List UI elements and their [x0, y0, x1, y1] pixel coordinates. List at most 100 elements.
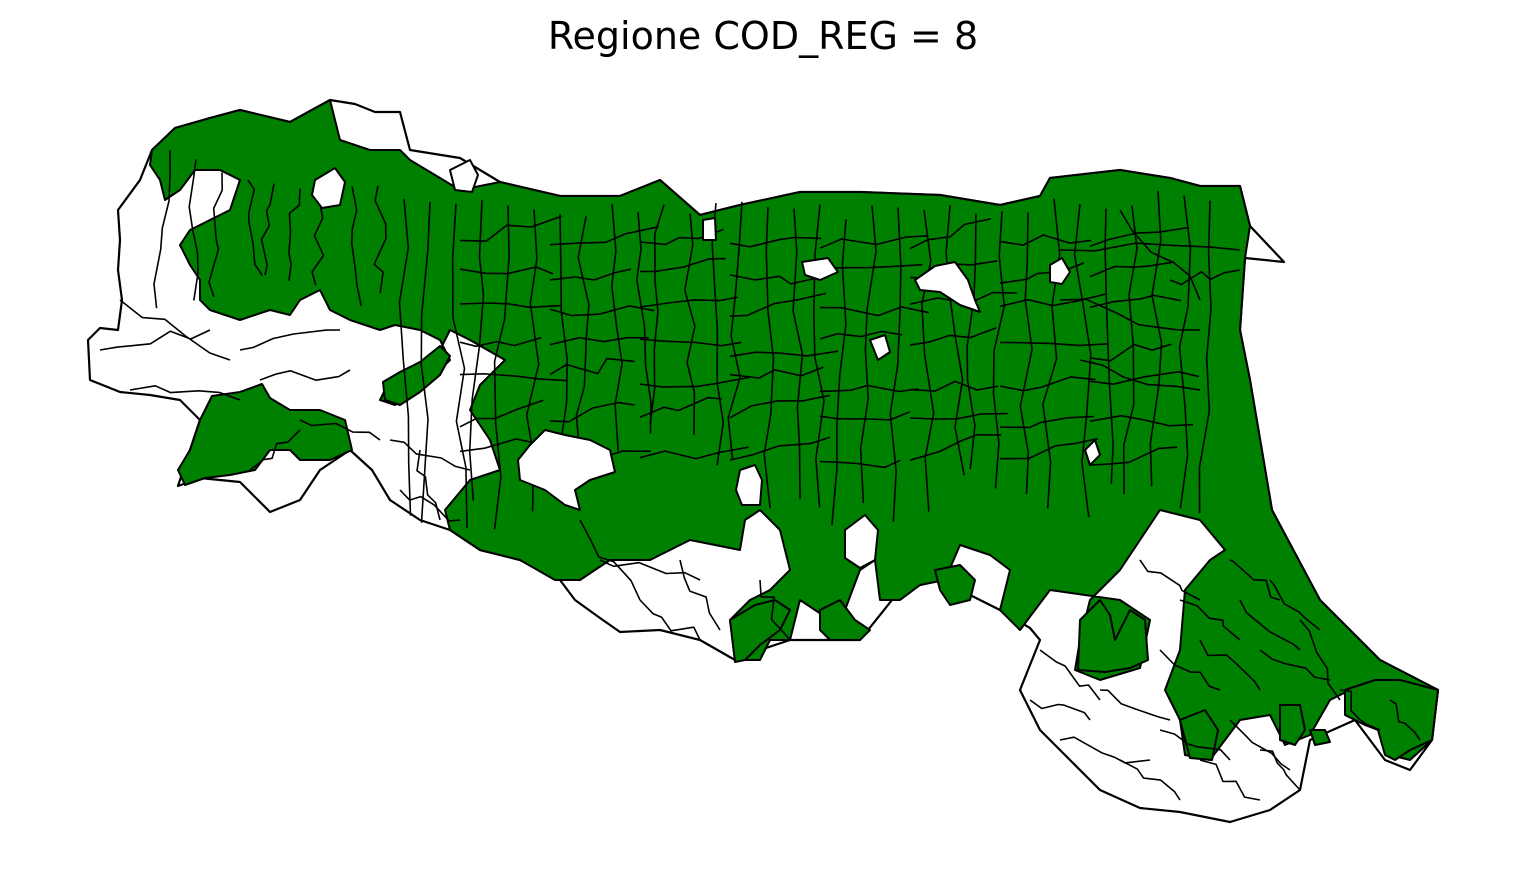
municipality-boundary-v20 — [649, 204, 665, 424]
municipality-boundary-v40 — [1178, 195, 1192, 509]
municipality-boundary-e105 — [389, 439, 471, 471]
selected-area-3 — [382, 345, 451, 406]
municipality-boundary-h50 — [459, 266, 554, 275]
municipality-boundary-c136 — [1119, 209, 1201, 301]
municipality-boundary-v23 — [727, 201, 743, 460]
selected-area-7 — [1077, 599, 1149, 673]
unselected-enclave-4 — [914, 261, 981, 313]
municipality-boundary-v12 — [451, 203, 468, 528]
municipality-boundary-h88 — [999, 415, 1095, 429]
municipality-boundary-v14 — [493, 205, 510, 530]
municipality-boundary-h58 — [459, 302, 562, 309]
municipality-boundary-v36 — [1073, 204, 1092, 518]
municipality-boundary-h79 — [909, 380, 999, 392]
municipality-boundary-h51 — [549, 268, 631, 281]
municipality-boundary-h61 — [729, 292, 827, 317]
unselected-enclaves — [311, 159, 1101, 569]
municipality-boundary-h74 — [459, 373, 567, 382]
municipality-boundary-h48 — [999, 234, 1092, 246]
selected-area-11 — [1344, 679, 1439, 761]
municipality-boundary-e130 — [1229, 559, 1281, 601]
municipality-boundary-v39 — [1149, 191, 1163, 487]
municipality-boundary-v41 — [1198, 200, 1212, 514]
municipality-boundary-h92 — [639, 446, 749, 460]
municipality-boundary-h49 — [1089, 226, 1190, 247]
municipality-boundary-e132 — [1159, 649, 1221, 691]
municipality-boundary-v22 — [711, 203, 725, 466]
municipality-boundary-h81 — [1089, 371, 1200, 385]
municipality-boundary-h84 — [639, 396, 722, 419]
municipality-boundary-e107 — [416, 449, 441, 521]
unselected-enclave-7 — [517, 429, 616, 511]
municipality-boundary-e108 — [579, 519, 641, 601]
municipality-boundary-h65 — [1089, 294, 1182, 309]
municipality-boundary-h68 — [639, 338, 742, 347]
municipality-boundary-e121 — [1259, 749, 1301, 791]
unselected-enclave-2 — [449, 159, 479, 193]
municipality-boundary-h80 — [999, 376, 1096, 392]
municipality-boundary-h97 — [1089, 446, 1178, 466]
municipality-boundary-e116 — [1099, 689, 1171, 721]
municipality-boundary-h70 — [819, 330, 903, 340]
municipality-boundary-h47 — [909, 218, 991, 250]
municipality-boundary-v28 — [859, 205, 877, 504]
municipality-boundary-v1 — [153, 149, 171, 309]
municipality-boundary-h82 — [459, 399, 544, 428]
municipality-boundary-h87 — [909, 412, 1008, 420]
municipality-boundary-v32 — [966, 213, 977, 470]
unselected-enclave-5 — [1049, 257, 1071, 285]
municipality-boundary-e126 — [1299, 619, 1341, 701]
municipality-boundary-e102 — [259, 369, 351, 381]
unselected-enclave-9 — [844, 514, 879, 569]
municipality-boundary-h52 — [640, 257, 726, 273]
selected-area-1 — [149, 99, 1439, 761]
municipality-boundary-h77 — [729, 366, 824, 379]
selected-area-4 — [819, 599, 871, 641]
municipality-boundary-h93 — [729, 436, 831, 461]
unselected-enclave-8 — [735, 464, 763, 506]
municipality-boundary-e98 — [119, 299, 231, 361]
municipality-boundary-h67 — [549, 336, 649, 346]
municipality-boundary-e111 — [679, 559, 721, 631]
municipality-boundary-v35 — [1042, 198, 1061, 509]
municipality-boundary-v5 — [260, 183, 275, 276]
municipality-boundary-v31 — [945, 205, 965, 476]
municipality-boundary-v3 — [208, 172, 223, 298]
municipality-boundary-e104 — [249, 429, 301, 471]
municipality-boundary-h57 — [1089, 261, 1174, 278]
municipality-boundary-h73 — [1089, 343, 1172, 362]
municipality-boundary-h75 — [549, 357, 635, 376]
municipality-boundary-v10 — [398, 199, 412, 516]
selected-municipalities — [149, 99, 1439, 761]
municipality-boundary-h83 — [549, 401, 635, 423]
selected-area-5 — [729, 599, 791, 663]
municipality-boundary-e123 — [1199, 639, 1261, 691]
municipality-boundary-v9 — [373, 185, 387, 294]
selected-area-2 — [177, 383, 353, 486]
municipality-boundary-e125 — [1259, 649, 1331, 681]
municipality-boundary-h69 — [729, 350, 839, 358]
municipality-boundary-e101 — [239, 329, 341, 351]
municipality-boundary-v33 — [992, 211, 1006, 489]
municipality-boundary-e114 — [1029, 699, 1091, 721]
municipality-boundary-v13 — [468, 200, 485, 501]
municipality-boundary-h60 — [639, 296, 738, 308]
municipality-boundary-e119 — [1199, 759, 1261, 801]
municipality-boundary-c133 — [1059, 298, 1201, 331]
municipality-boundary-v4 — [247, 179, 263, 277]
municipality-boundary-e109 — [599, 559, 701, 581]
selected-area-6 — [934, 564, 976, 606]
municipality-boundary-h71 — [909, 327, 997, 346]
municipality-boundary-v19 — [636, 212, 652, 434]
municipality-boundary-v18 — [611, 203, 623, 452]
municipality-boundary-c135 — [1059, 242, 1241, 252]
municipality-boundary-e110 — [639, 599, 701, 641]
municipality-boundary-h76 — [639, 376, 750, 388]
municipality-boundary-h94 — [819, 459, 901, 469]
municipality-boundary-v8 — [351, 186, 362, 306]
unselected-enclave-10 — [1084, 439, 1101, 466]
municipality-boundary-v30 — [921, 209, 935, 512]
municipality-boundary-e128 — [1389, 699, 1421, 741]
municipality-boundary-h59 — [549, 305, 655, 317]
municipality-boundary-v2 — [188, 159, 199, 301]
